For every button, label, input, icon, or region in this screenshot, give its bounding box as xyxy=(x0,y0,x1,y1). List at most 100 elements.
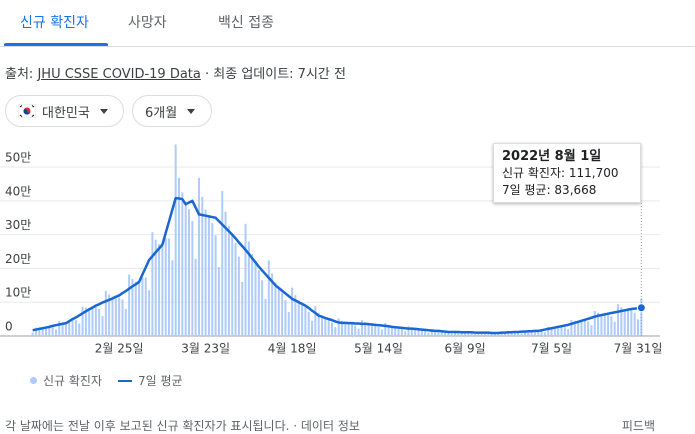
x-tick-label: 3월 23일 xyxy=(181,342,230,356)
tooltip: 2022년 8월 1일 신규 확진자: 111,700 7일 평균: 83,66… xyxy=(493,143,641,203)
bar xyxy=(161,244,164,336)
bar xyxy=(474,333,477,336)
bar xyxy=(547,326,550,336)
bar xyxy=(48,327,51,336)
chart: 0 10만 20만 30만 40만 50만 2월 25일 3월 23일 4월 18일 5월 14일… xyxy=(0,144,662,356)
bar xyxy=(563,327,566,336)
bar xyxy=(191,221,194,336)
bar xyxy=(214,235,217,336)
bar xyxy=(390,326,393,336)
bar xyxy=(434,330,437,336)
bar xyxy=(590,325,593,336)
bar xyxy=(573,320,576,336)
bar xyxy=(450,333,453,336)
bar xyxy=(171,260,174,336)
bar xyxy=(128,274,131,336)
bar xyxy=(84,307,87,336)
bar xyxy=(440,331,443,336)
bar xyxy=(470,332,473,336)
tab[interactable]: 사망자 xyxy=(128,15,167,31)
bar xyxy=(610,316,613,336)
bar xyxy=(490,332,493,336)
bar xyxy=(327,319,330,336)
bar xyxy=(354,325,357,336)
bar xyxy=(44,327,47,336)
bar xyxy=(168,238,171,336)
bar xyxy=(304,306,307,336)
tooltip-average: 7일 평균: 83,668 xyxy=(502,183,597,197)
bar xyxy=(603,314,606,336)
bar xyxy=(134,281,137,336)
bar xyxy=(187,209,190,336)
tab[interactable]: 백신 접종 xyxy=(218,15,274,31)
bar xyxy=(257,270,260,336)
range-select[interactable]: 6개월 xyxy=(132,95,212,127)
tooltip-cases: 신규 확진자: 111,700 xyxy=(502,166,619,180)
bar xyxy=(550,327,553,336)
bar xyxy=(71,319,74,336)
bar xyxy=(111,296,114,336)
bar xyxy=(454,330,457,336)
legend-swatch xyxy=(118,379,133,382)
bar xyxy=(267,260,270,336)
country-select[interactable]: 대한민국 xyxy=(5,95,124,127)
bar xyxy=(141,277,144,336)
bar xyxy=(211,223,214,336)
legend-swatch xyxy=(30,377,37,384)
y-tick-label: 40만 xyxy=(5,184,31,198)
flag-icon xyxy=(18,104,36,118)
y-tick-label: 30만 xyxy=(5,218,31,232)
bar xyxy=(347,323,350,336)
bar xyxy=(64,322,67,336)
bar xyxy=(207,216,210,336)
tab[interactable]: 신규 확진자 xyxy=(20,15,89,31)
source-prefix: 출처: xyxy=(5,67,34,82)
bar xyxy=(540,331,543,336)
bar xyxy=(118,297,121,336)
bar xyxy=(88,307,91,336)
bar xyxy=(497,334,500,336)
bar xyxy=(58,321,61,336)
feedback-link[interactable]: 피드백 xyxy=(621,419,655,433)
bar xyxy=(583,320,586,336)
bar xyxy=(324,318,327,336)
bar xyxy=(404,331,407,336)
bar xyxy=(430,328,433,336)
bar xyxy=(530,330,533,336)
bar xyxy=(104,290,107,336)
bar xyxy=(148,290,151,336)
bar xyxy=(517,332,520,336)
bar xyxy=(94,306,97,336)
bar xyxy=(364,322,367,336)
bar xyxy=(367,323,370,336)
bar xyxy=(344,322,347,336)
bar xyxy=(507,331,510,336)
bar xyxy=(613,321,616,336)
bar xyxy=(553,327,556,336)
bar xyxy=(337,318,340,336)
bar xyxy=(557,326,560,336)
bar xyxy=(114,296,117,336)
bar xyxy=(264,298,267,336)
bar xyxy=(311,320,314,336)
footer-note: 각 날짜에는 전날 이후 보고된 신규 확진자가 표시됩니다. · 데이터 정보 xyxy=(5,419,360,433)
bar xyxy=(197,177,200,336)
divider xyxy=(0,46,695,47)
source-suffix: · 최종 업데이트: 7시간 전 xyxy=(205,67,346,82)
caret xyxy=(99,108,108,114)
bar xyxy=(68,321,71,336)
bar xyxy=(503,331,506,336)
bar xyxy=(374,325,377,336)
bar xyxy=(447,332,450,336)
source-link[interactable]: JHU CSSE COVID-19 Data xyxy=(37,67,201,82)
bar xyxy=(234,243,237,336)
bar xyxy=(34,327,37,336)
bar xyxy=(414,328,417,336)
bar xyxy=(231,234,234,336)
bar xyxy=(437,330,440,336)
bar xyxy=(124,308,127,336)
y-tick-label: 0 xyxy=(5,320,13,334)
bar xyxy=(620,307,623,336)
bar xyxy=(513,332,516,336)
